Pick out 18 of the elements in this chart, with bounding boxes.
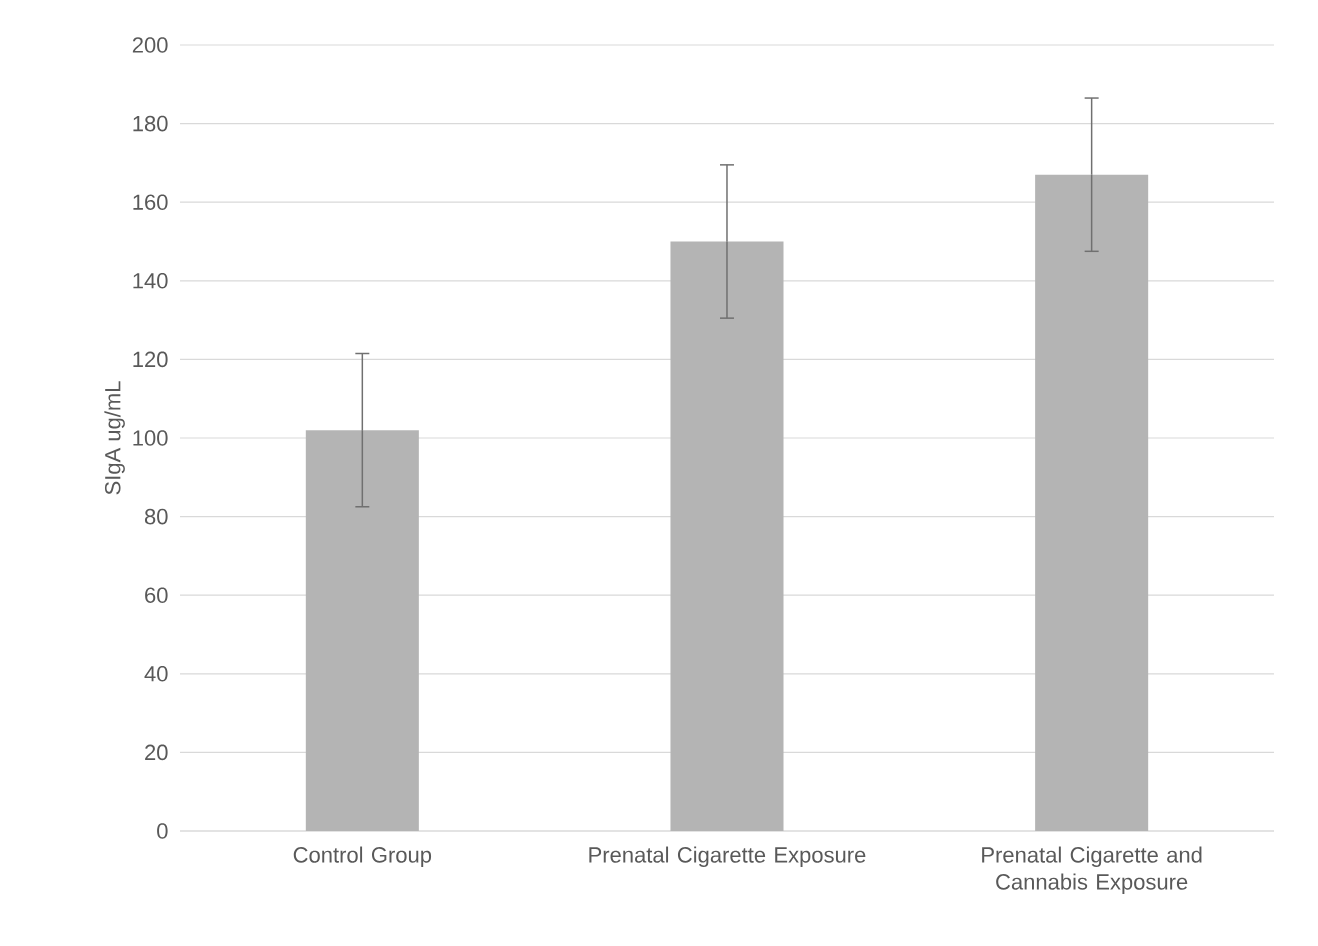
bar [305, 430, 419, 831]
y-tick-label: 60 [145, 587, 168, 603]
y-tick-label: 20 [145, 744, 168, 761]
x-tick-label: Control Group [293, 846, 432, 868]
x-tick-label: Prenatal Cigarette Exposure [589, 846, 866, 868]
y-axis-title: SIgA ug/mL [104, 381, 125, 495]
y-tick-label: 100 [133, 430, 168, 446]
y-tick-label: 160 [133, 194, 168, 210]
y-tick-label: 180 [133, 115, 168, 132]
bar [1035, 174, 1149, 831]
bar [670, 241, 784, 831]
y-tick-label: 200 [132, 37, 168, 53]
y-tick-label: 0 [157, 823, 168, 839]
y-tick-label: 80 [144, 508, 168, 525]
y-tick-label: 120 [133, 351, 168, 368]
x-tick-label: Prenatal Cigarette and Cannabis Exposure [982, 846, 1202, 895]
y-tick-label: 40 [144, 666, 168, 682]
y-tick-label: 140 [133, 273, 168, 289]
